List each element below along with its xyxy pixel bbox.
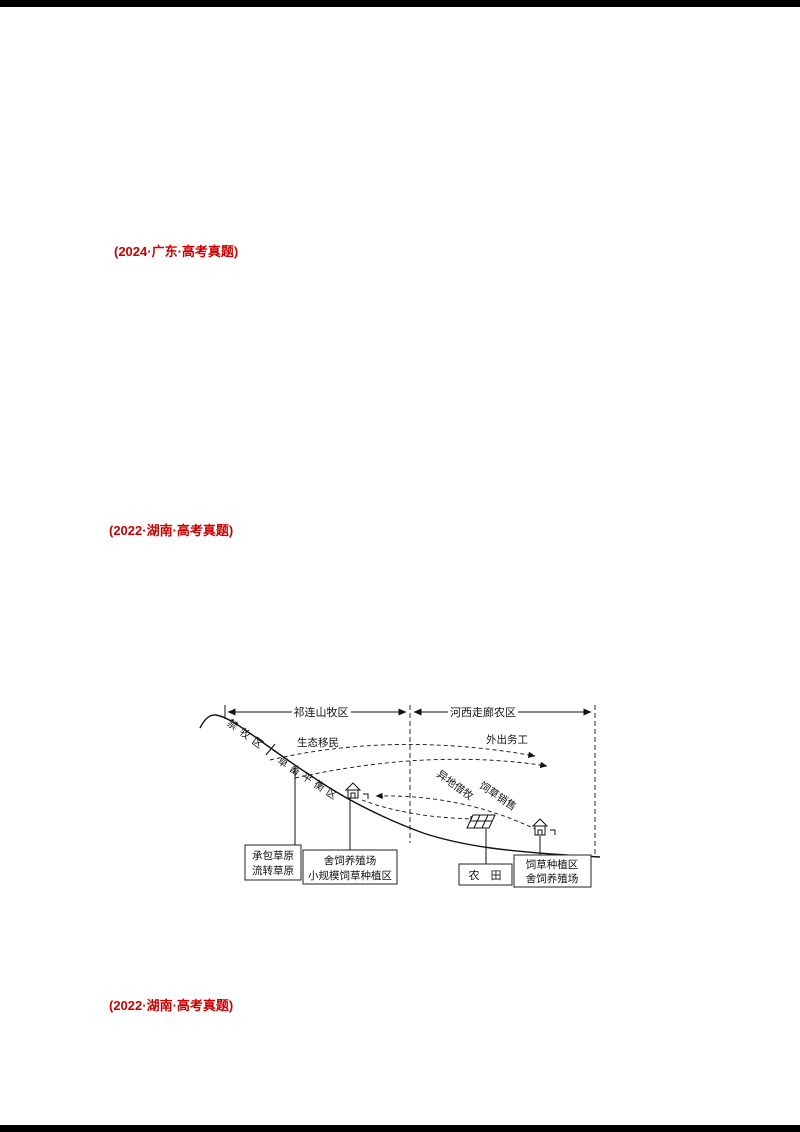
forage-box-line1: 饲草种植区	[526, 858, 579, 871]
exam-citation-2: (2022·湖南·高考真题)	[109, 523, 234, 538]
feedlot-box: 舍饲养殖场 小规模饲草种植区	[302, 849, 398, 885]
pen-symbol	[550, 829, 556, 835]
region-label-agricultural: 河西走廊农区	[450, 705, 516, 719]
contract-grassland-box: 承包草原 流转草原	[244, 844, 302, 881]
grazing-diagram: 祁连山牧区 河西走廊农区 禁牧区 草畜平衡区 生态移民 外出务工 异地借牧 饲草…	[195, 698, 605, 898]
pen-symbol	[363, 793, 369, 799]
page-bottom-border	[0, 1125, 800, 1132]
farmland-box-label: 农 田	[469, 868, 502, 882]
contract-box-line1: 承包草原	[252, 849, 294, 862]
exam-citation-3: (2022·湖南·高考真题)	[109, 998, 234, 1013]
flow-label-borrow-grazing: 异地借牧	[434, 768, 476, 803]
zone-label-grazing-ban: 禁牧区	[224, 716, 269, 754]
zone-label-grass-livestock-balance: 草畜平衡区	[275, 754, 343, 804]
flow-label-migrant-work: 外出务工	[486, 733, 528, 746]
eco-migration-arrow	[269, 743, 536, 761]
grazing-diagram-svg: 祁连山牧区 河西走廊农区 禁牧区 草畜平衡区 生态移民 外出务工 异地借牧 饲草…	[199, 705, 601, 888]
exam-citation-1: (2024·广东·高考真题)	[114, 244, 239, 259]
farmland-box: 农 田	[458, 863, 513, 886]
migrant-work-arrow	[294, 758, 548, 779]
page-top-border	[0, 0, 800, 7]
terrain-slope-line	[199, 714, 601, 858]
flow-label-eco-migration: 生态移民	[297, 736, 339, 749]
feedlot-box-line2: 小规模饲草种植区	[308, 869, 392, 882]
house-icon	[531, 818, 549, 836]
region-label-pastoral: 祁连山牧区	[294, 705, 349, 719]
zone-separator-tick	[265, 743, 276, 756]
farm-field-icon	[466, 814, 496, 829]
forage-planting-box: 饲草种植区 舍饲养殖场	[513, 854, 592, 888]
house-icon	[344, 782, 362, 799]
flow-label-forage-sale: 饲草销售	[477, 779, 519, 813]
contract-box-line2: 流转草原	[252, 864, 294, 877]
borrow-grazing-arrow	[361, 799, 478, 823]
feedlot-box-line1: 舍饲养殖场	[324, 854, 377, 867]
forage-box-line2: 舍饲养殖场	[526, 872, 579, 885]
